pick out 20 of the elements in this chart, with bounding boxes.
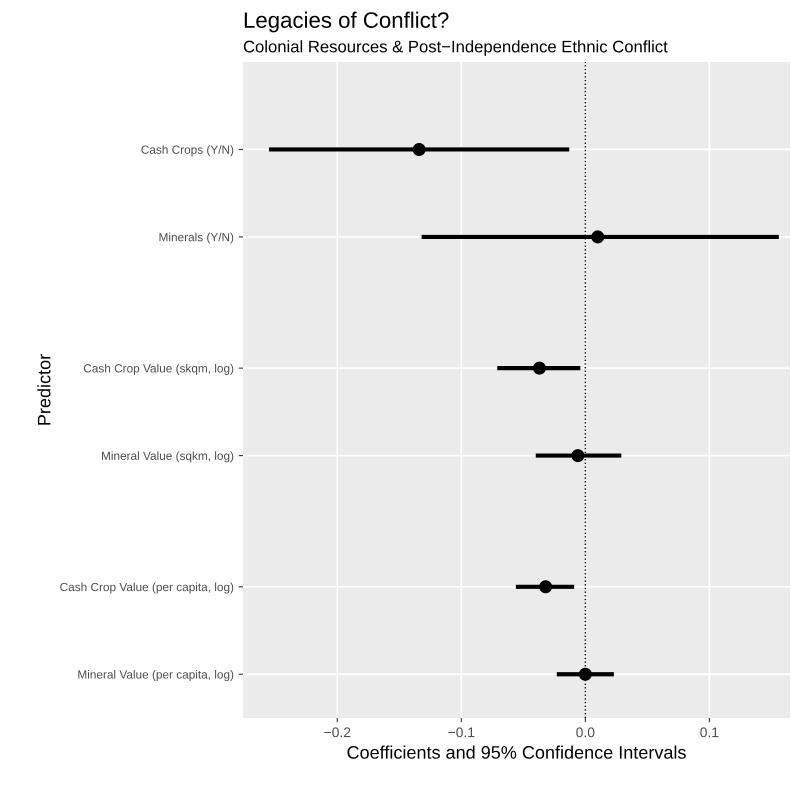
y-tick-label: Mineral Value (per capita, log) bbox=[78, 670, 234, 681]
y-tick-label: Mineral Value (sqkm, log) bbox=[102, 451, 234, 462]
chart-subtitle: Colonial Resources & Post−Independence Ethnic Conflict bbox=[244, 40, 668, 56]
x-tick-label: 0.1 bbox=[700, 727, 718, 738]
point bbox=[578, 668, 592, 681]
x-tick-label: −0.2 bbox=[324, 727, 350, 738]
point bbox=[532, 362, 546, 375]
x-axis-title: Coefficients and 95% Confidence Intervals bbox=[347, 746, 686, 759]
point bbox=[412, 142, 426, 156]
y-tick-label: Cash Crop Value (skqm, log) bbox=[84, 364, 234, 375]
point bbox=[571, 449, 584, 462]
point bbox=[539, 580, 552, 594]
y-tick-label: Cash Crop Value (per capita, log) bbox=[60, 582, 234, 594]
y-axis-title: Predictor bbox=[37, 354, 51, 425]
point bbox=[591, 230, 604, 244]
x-tick-label: −0.1 bbox=[448, 727, 474, 738]
y-tick-label: Minerals (Y/N) bbox=[160, 232, 234, 244]
x-tick-label: 0.0 bbox=[576, 727, 594, 738]
y-tick-label: Cash Crops (Y/N) bbox=[141, 145, 234, 156]
chart-title: Legacies of Conflict? bbox=[244, 12, 448, 32]
